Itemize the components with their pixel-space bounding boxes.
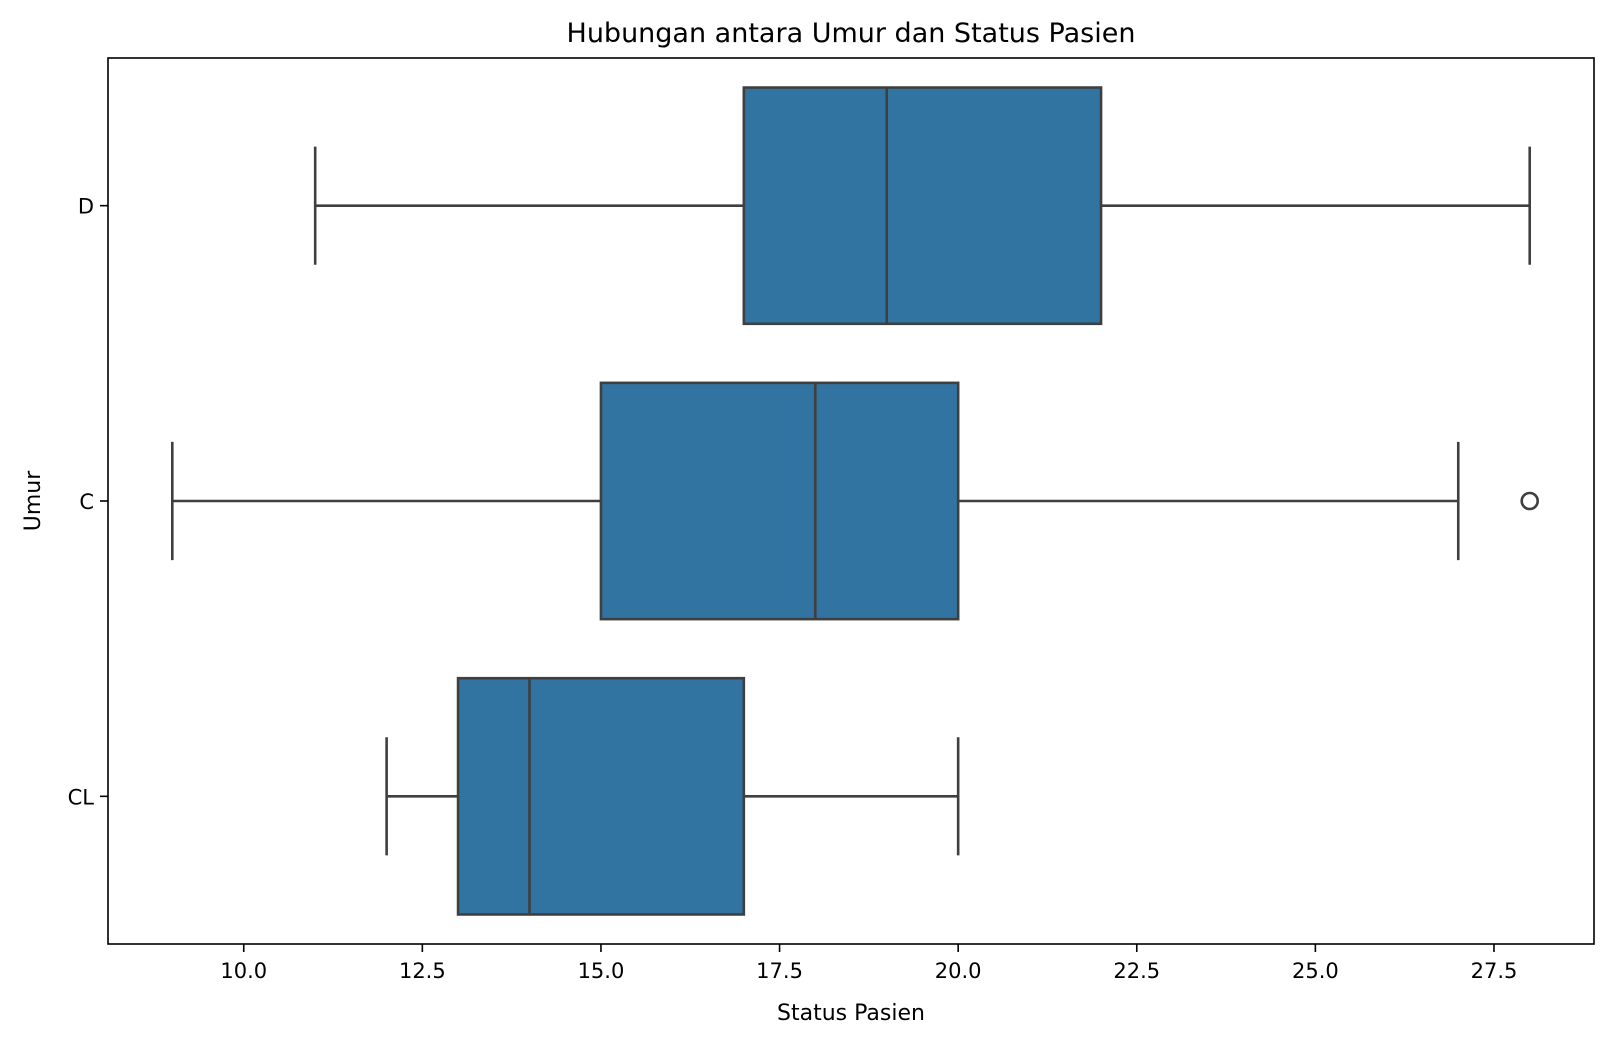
box-group-c — [170, 381, 1540, 621]
chart-title: Hubungan antara Umur dan Status Pasien — [567, 18, 1136, 49]
x-axis-label: Status Pasien — [777, 1001, 925, 1026]
x-tick-label: 20.0 — [935, 959, 982, 983]
y-axis: D C CL — [68, 195, 108, 809]
x-tick-label: 22.5 — [1113, 959, 1160, 983]
x-axis: 10.0 12.5 15.0 17.5 20.0 22.5 25.0 27.5 — [220, 944, 1517, 983]
plot-area — [170, 86, 1540, 916]
x-tick-label: 15.0 — [578, 959, 625, 983]
y-tick-label-cl: CL — [68, 785, 95, 809]
plot-frame — [107, 57, 1595, 945]
x-tick-label: 17.5 — [756, 959, 803, 983]
iqr-box — [599, 381, 960, 621]
y-tick-label-d: D — [78, 195, 94, 219]
x-tick-label: 10.0 — [220, 959, 267, 983]
x-tick-label: 12.5 — [399, 959, 446, 983]
iqr-box — [742, 86, 1103, 326]
box-group-d — [313, 86, 1532, 326]
iqr-box — [456, 676, 746, 916]
x-tick-label: 27.5 — [1471, 959, 1518, 983]
box-group-cl — [385, 676, 960, 916]
outlier-point — [1520, 491, 1540, 511]
x-tick-label: 25.0 — [1292, 959, 1339, 983]
y-tick-label-c: C — [79, 490, 94, 514]
y-axis-label: Umur — [21, 470, 46, 531]
